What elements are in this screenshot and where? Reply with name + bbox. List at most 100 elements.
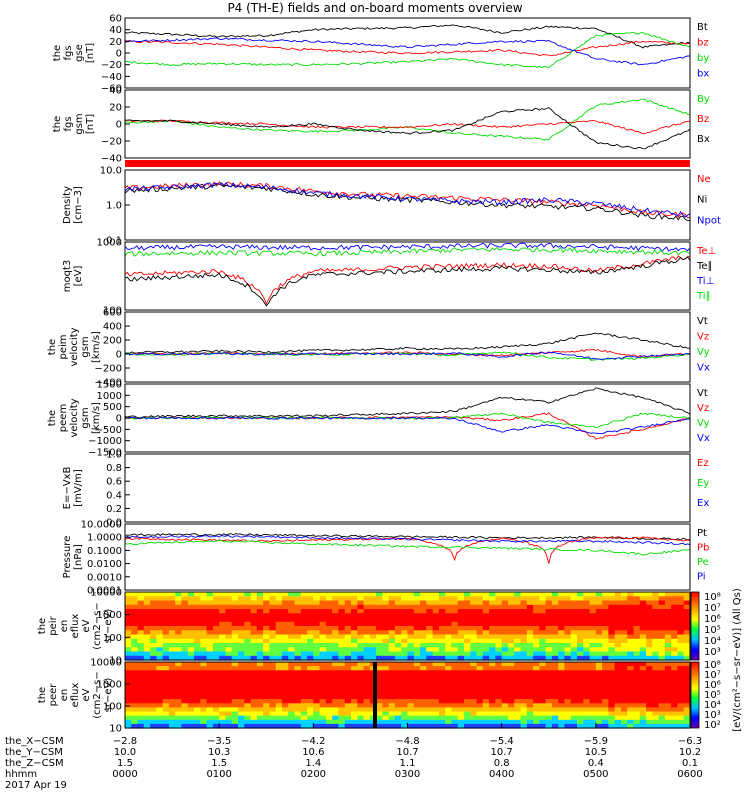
heatmap-cell bbox=[445, 719, 453, 725]
heatmap-cell bbox=[125, 682, 132, 688]
heatmap-cell bbox=[369, 643, 377, 648]
legend-Ni: Ni bbox=[697, 195, 707, 206]
heatmap-cell bbox=[620, 711, 628, 717]
y-axis-label: [nPa] bbox=[73, 544, 84, 570]
heatmap-cell bbox=[194, 609, 201, 614]
heatmap-cell bbox=[464, 674, 471, 680]
heatmap-cell bbox=[294, 638, 302, 644]
heatmap-cell bbox=[551, 666, 559, 671]
heatmap-cell bbox=[570, 686, 578, 692]
heatmap-cell bbox=[238, 670, 245, 675]
heatmap-cell bbox=[231, 651, 239, 657]
heatmap-cell bbox=[470, 617, 478, 623]
heatmap-cell bbox=[137, 630, 145, 636]
heatmap-cell bbox=[595, 703, 603, 708]
heatmap-cell bbox=[545, 678, 553, 684]
heatmap-cell bbox=[570, 613, 578, 619]
heatmap-cell bbox=[319, 723, 327, 729]
heatmap-cell bbox=[332, 703, 340, 708]
y-axis-label: peir bbox=[48, 615, 59, 635]
heatmap-cell bbox=[294, 703, 302, 708]
heatmap-cell bbox=[633, 600, 641, 606]
heatmap-cell bbox=[683, 617, 691, 623]
heatmap-cell bbox=[288, 617, 296, 623]
heatmap-cell bbox=[495, 723, 503, 729]
heatmap-cell bbox=[401, 600, 409, 606]
heatmap-cell bbox=[275, 678, 283, 684]
heatmap-cell bbox=[244, 596, 252, 602]
heatmap-cell bbox=[507, 617, 515, 623]
heatmap-cell bbox=[294, 686, 302, 692]
heatmap-cell bbox=[564, 678, 572, 684]
heatmap-cell bbox=[338, 647, 346, 653]
heatmap-cell bbox=[564, 643, 572, 648]
heatmap-cell bbox=[407, 596, 415, 602]
heatmap-cell bbox=[520, 695, 528, 700]
heatmap-cell bbox=[238, 695, 245, 700]
y-axis-label: eflux bbox=[70, 683, 81, 708]
heatmap-cell bbox=[620, 609, 628, 614]
heatmap-cell bbox=[313, 678, 321, 684]
heatmap-cell bbox=[351, 682, 358, 688]
heatmap-cell bbox=[489, 678, 496, 684]
heatmap-cell bbox=[194, 690, 201, 696]
heatmap-cell bbox=[639, 596, 647, 602]
heatmap-cell bbox=[344, 643, 352, 648]
heatmap-cell bbox=[187, 604, 195, 610]
heatmap-cell bbox=[564, 670, 572, 675]
heatmap-cell bbox=[677, 690, 685, 696]
heatmap-cell bbox=[143, 686, 151, 692]
heatmap-cell bbox=[319, 621, 327, 627]
heatmap-cell bbox=[219, 686, 227, 692]
heatmap-cell bbox=[150, 662, 157, 667]
heatmap-cell bbox=[583, 609, 591, 614]
heatmap-cell bbox=[212, 699, 220, 704]
ytick-label: −1000 bbox=[88, 436, 122, 447]
heatmap-cell bbox=[438, 630, 446, 636]
heatmap-cell bbox=[382, 651, 390, 657]
heatmap-cell bbox=[564, 634, 572, 640]
heatmap-cell bbox=[583, 707, 591, 713]
ytick-label: −20 bbox=[101, 137, 122, 148]
series-Vt-line bbox=[124, 332, 690, 354]
heatmap-cell bbox=[401, 674, 409, 680]
heatmap-cell bbox=[432, 711, 440, 717]
heatmap-cell bbox=[357, 670, 365, 675]
heatmap-cell bbox=[332, 621, 340, 627]
heatmap-cell bbox=[476, 626, 484, 631]
heatmap-cell bbox=[558, 643, 566, 648]
heatmap-cell bbox=[432, 651, 440, 657]
heatmap-cell bbox=[558, 703, 566, 708]
heatmap-cell bbox=[338, 630, 346, 636]
heatmap-cell bbox=[533, 630, 540, 636]
heatmap-cell bbox=[614, 626, 622, 631]
heatmap-cell bbox=[344, 609, 352, 614]
heatmap-cell bbox=[470, 715, 478, 721]
heatmap-cell bbox=[464, 638, 471, 644]
heatmap-cell bbox=[319, 666, 327, 671]
heatmap-cell bbox=[225, 621, 233, 627]
heatmap-cell bbox=[219, 651, 227, 657]
heatmap-cell bbox=[250, 596, 258, 602]
heatmap-cell bbox=[250, 674, 258, 680]
legend-Vy: Vy bbox=[697, 347, 710, 358]
heatmap-cell bbox=[137, 651, 145, 657]
heatmap-cell bbox=[175, 695, 183, 700]
heatmap-cell bbox=[407, 674, 415, 680]
heatmap-cell bbox=[269, 695, 277, 700]
heatmap-cell bbox=[281, 596, 289, 602]
heatmap-cell bbox=[212, 613, 220, 619]
heatmap-cell bbox=[137, 695, 145, 700]
heatmap-cell bbox=[652, 609, 660, 614]
heatmap-cell bbox=[344, 634, 352, 640]
heatmap-cell bbox=[401, 647, 409, 653]
heatmap-cell bbox=[168, 609, 176, 614]
heatmap-cell bbox=[432, 643, 440, 648]
heatmap-cell bbox=[187, 699, 195, 704]
heatmap-cell bbox=[162, 699, 170, 704]
heatmap-cell bbox=[664, 647, 672, 653]
heatmap-cell bbox=[194, 647, 201, 653]
heatmap-cell bbox=[325, 699, 333, 704]
heatmap-cell bbox=[212, 604, 220, 610]
